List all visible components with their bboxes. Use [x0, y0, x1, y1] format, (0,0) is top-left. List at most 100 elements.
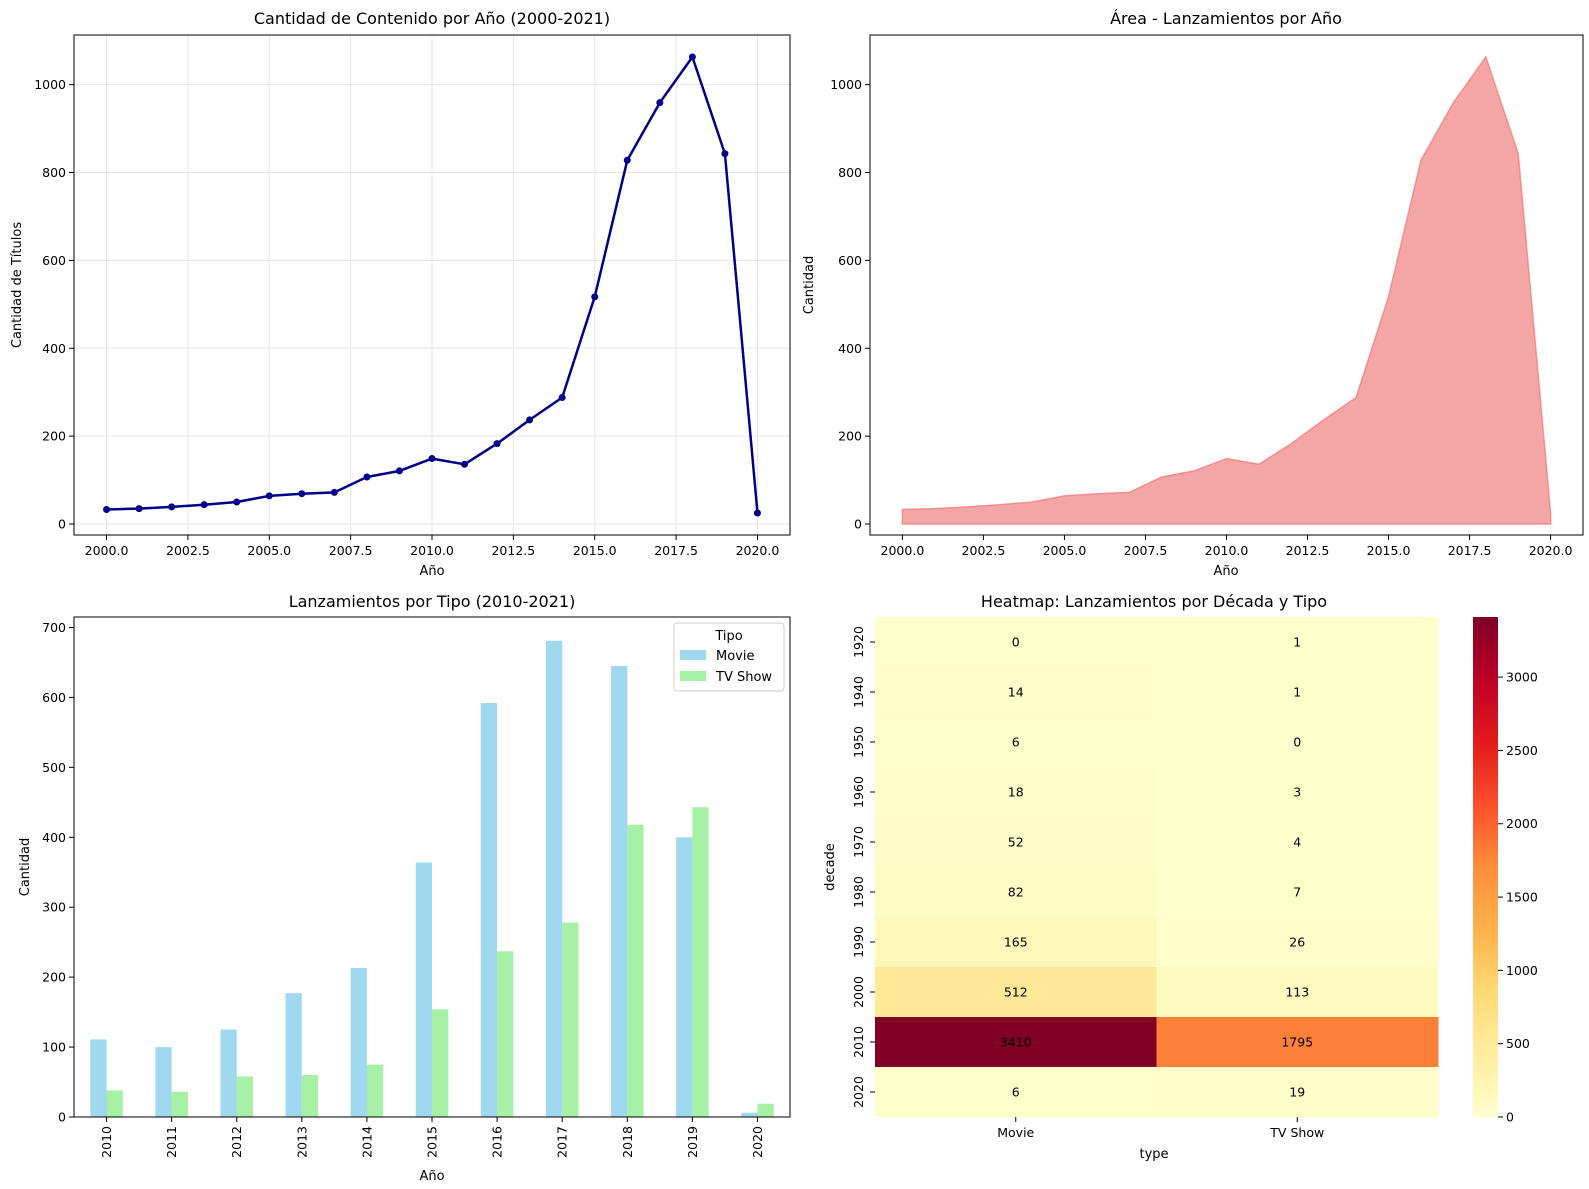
bar-ytick-label: 600 — [42, 690, 66, 705]
heatmap-cell-value: 165 — [1004, 935, 1028, 950]
colorbar-tick-label: 1500 — [1506, 890, 1538, 905]
heatmap-ytick-label: 1990 — [851, 926, 866, 958]
bar-ytick-label: 100 — [42, 1040, 66, 1055]
bar-xtick-label: 2016 — [490, 1126, 505, 1158]
line-xtick-label: 2007.5 — [329, 543, 373, 558]
heatmap-cell-value: 1 — [1293, 685, 1301, 700]
area-ytick-label: 400 — [838, 341, 862, 356]
line-point — [363, 473, 371, 481]
bar-tv-show — [171, 1091, 188, 1117]
area-xtick-label: 2005.0 — [1043, 543, 1087, 558]
area-chart-title: Área - Lanzamientos por Año — [1110, 9, 1342, 28]
bar-xtick-label: 2010 — [99, 1126, 114, 1158]
heatmap-xtick-label: Movie — [997, 1125, 1034, 1140]
line-point — [753, 509, 761, 517]
bar-movie — [676, 837, 693, 1117]
line-chart-xlabel: Año — [419, 564, 444, 579]
line-point — [298, 490, 306, 498]
bar-xtick-label: 2013 — [294, 1126, 309, 1158]
colorbar-ticks: 0 500 1000 1500 2000 2500 3000 — [1498, 670, 1538, 1125]
area-chart-series — [901, 55, 1552, 525]
line-xtick-label: 2015.0 — [573, 543, 617, 558]
bar-chart-ylabel: Cantidad — [18, 838, 33, 896]
line-point — [233, 498, 241, 506]
line-chart-series — [103, 53, 761, 517]
line-ytick-label: 200 — [42, 429, 66, 444]
heatmap-cell-value: 26 — [1289, 935, 1305, 950]
legend-label-tv-show: TV Show — [715, 670, 772, 685]
heatmap-cell — [875, 967, 1157, 1018]
line-point — [428, 455, 436, 463]
colorbar-tick-label: 0 — [1506, 1110, 1514, 1125]
bar-chart-title: Lanzamientos por Tipo (2010-2021) — [289, 592, 576, 611]
bar-tv-show — [627, 824, 644, 1117]
area-ytick-label: 600 — [838, 253, 862, 268]
heatmap-cell — [1156, 1017, 1439, 1068]
heatmap-cell — [875, 1017, 1157, 1068]
bar-ytick-label: 500 — [42, 760, 66, 775]
heatmap-cell — [875, 717, 1157, 768]
heatmap-cell — [1156, 767, 1439, 818]
bar-movie — [285, 993, 302, 1117]
heatmap-cell — [875, 767, 1157, 818]
line-chart-ylabel: Cantidad de Títulos — [10, 222, 25, 348]
heatmap-ytick-label: 2010 — [851, 1026, 866, 1058]
heatmap-cell-value: 3 — [1293, 785, 1301, 800]
colorbar-tick-label: 500 — [1506, 1036, 1530, 1051]
bar-xtick-label: 2014 — [359, 1126, 374, 1158]
line-chart-panel: Cantidad de Contenido por Año (2000-2021… — [10, 9, 791, 579]
bar-movie — [611, 666, 628, 1117]
area-xtick-label: 2010.0 — [1205, 543, 1249, 558]
heatmap-cell-value: 1 — [1293, 635, 1301, 650]
bar-ytick-label: 300 — [42, 900, 66, 915]
area-chart-ylabel: Cantidad — [802, 256, 817, 314]
heatmap-xtick-label: TV Show — [1269, 1125, 1324, 1140]
heatmap-ytick-label: 2000 — [851, 976, 866, 1008]
heatmap-cell-value: 19 — [1289, 1085, 1305, 1100]
heatmap-cell — [875, 1067, 1157, 1118]
heatmap-cell-value: 0 — [1012, 635, 1020, 650]
bar-tv-show — [432, 1009, 449, 1117]
line-point — [558, 393, 566, 401]
heatmap-ticks: 1920194019501960197019801990200020102020… — [851, 626, 1324, 1140]
bar-movie — [155, 1047, 172, 1117]
line-point — [265, 492, 273, 500]
heatmap-cell — [1156, 717, 1439, 768]
line-xtick-label: 2005.0 — [247, 543, 291, 558]
bar-tv-show — [366, 1064, 384, 1117]
line-point — [656, 99, 664, 107]
legend-label-movie: Movie — [716, 649, 754, 664]
bar-chart-panel: Lanzamientos por Tipo (2010-2021) 2010 20… — [18, 592, 791, 1184]
bar-chart-legend: Tipo Movie TV Show — [673, 622, 785, 692]
heatmap-cell-value: 4 — [1293, 835, 1301, 850]
line-point — [168, 503, 176, 511]
bar-xtick-label: 2011 — [164, 1126, 179, 1158]
bar-movie — [90, 1039, 107, 1117]
bar-movie — [220, 1029, 237, 1117]
line-xtick-label: 2020.0 — [736, 543, 780, 558]
line-point — [103, 506, 111, 514]
line-chart-title: Cantidad de Contenido por Año (2000-2021… — [254, 9, 610, 28]
line-chart-grid — [74, 35, 790, 535]
heatmap-cell-value: 113 — [1285, 985, 1309, 1000]
line-xtick-label: 2017.5 — [654, 543, 698, 558]
colorbar-tick-label: 2000 — [1506, 816, 1538, 831]
bar-movie — [415, 862, 432, 1117]
line-point — [461, 460, 469, 468]
heatmap-cell-value: 82 — [1008, 885, 1024, 900]
heatmap-ytick-label: 1940 — [851, 676, 866, 708]
heatmap-cell — [875, 617, 1157, 668]
line-ytick-label: 800 — [42, 165, 66, 180]
heatmap-cell — [1156, 917, 1439, 968]
bar-movie — [350, 968, 367, 1117]
area-fill — [901, 55, 1552, 525]
line-ytick-label: 600 — [42, 253, 66, 268]
bar-tv-show — [562, 922, 579, 1117]
line-xtick-label: 2002.5 — [166, 543, 210, 558]
line-xtick-label: 2012.5 — [491, 543, 535, 558]
area-chart-panel: Área - Lanzamientos por Año 2000.0 2002.5… — [802, 9, 1584, 579]
bar-tv-show — [301, 1075, 319, 1117]
area-xtick-label: 2012.5 — [1286, 543, 1330, 558]
bar-ytick-label: 700 — [42, 620, 66, 635]
bar-xtick-label: 2018 — [620, 1126, 635, 1158]
